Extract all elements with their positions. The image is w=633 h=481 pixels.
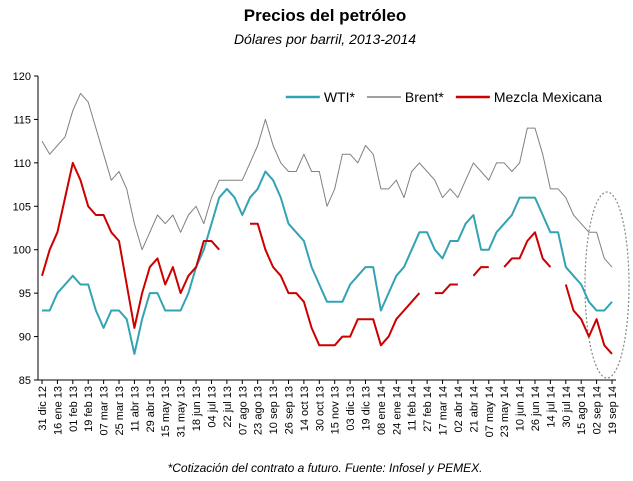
x-tick-label: 08 ene 14 xyxy=(376,386,388,435)
y-tick-label: 90 xyxy=(19,332,31,344)
x-tick-label: 14 oct 13 xyxy=(299,386,311,431)
y-tick-label: 115 xyxy=(13,114,31,126)
x-tick-label: 11 feb 14 xyxy=(407,386,419,431)
series-line xyxy=(41,161,613,355)
y-tick-label: 95 xyxy=(19,288,31,300)
x-tick-label: 07 may 14 xyxy=(484,386,496,437)
y-tick-label: 120 xyxy=(13,71,31,83)
x-tick-label: 23 ago 13 xyxy=(253,386,265,435)
x-tick-label: 24 ene 14 xyxy=(391,386,403,435)
highlight-ellipse xyxy=(584,191,630,379)
x-tick-label: 03 dic 13 xyxy=(345,386,357,431)
y-tick-label: 105 xyxy=(13,201,31,213)
x-tick-label: 30 oct 13 xyxy=(314,386,326,431)
x-tick-label: 15 nov 13 xyxy=(330,386,342,434)
x-tick-label: 01 feb 13 xyxy=(68,386,80,432)
x-tick-label: 30 jul 14 xyxy=(561,386,573,428)
x-tick-label: 07 mar 13 xyxy=(99,386,111,436)
x-tick-label: 19 dic 13 xyxy=(361,386,373,431)
x-tick-label: 31 may 13 xyxy=(176,386,188,437)
x-tick-label: 27 feb 14 xyxy=(422,386,434,432)
x-tick-label: 23 may 14 xyxy=(499,386,511,437)
y-tick-label: 85 xyxy=(19,375,31,387)
x-tick-label: 26 sep 13 xyxy=(283,386,295,434)
footnote: *Cotización del contrato a futuro. Fuent… xyxy=(168,461,483,475)
chart-title: Precios del petróleo xyxy=(244,6,407,25)
x-tick-label: 18 jun 13 xyxy=(191,386,203,431)
x-tick-label: 10 jun 14 xyxy=(515,386,527,431)
x-tick-label: 07 ago 13 xyxy=(237,386,249,435)
x-tick-label: 11 abr 13 xyxy=(129,386,141,432)
x-tick-label: 17 mar 14 xyxy=(438,386,450,436)
y-tick-label: 110 xyxy=(13,158,31,170)
x-tick-label: 29 abr 13 xyxy=(145,386,157,432)
x-tick-label: 15 may 13 xyxy=(160,386,172,437)
x-tick-label: 26 jun 14 xyxy=(530,386,542,431)
x-tick-label: 31 dic 12 xyxy=(37,386,49,431)
x-tick-label: 15 ago 14 xyxy=(576,386,588,435)
x-tick-label: 02 abr 14 xyxy=(453,386,465,432)
series-line xyxy=(42,170,613,355)
x-tick-label: 25 mar 13 xyxy=(114,386,126,436)
x-tick-label: 02 sep 14 xyxy=(592,386,604,434)
x-tick-label: 04 jul 13 xyxy=(206,386,218,428)
x-tick-label: 10 sep 13 xyxy=(268,386,280,434)
legend-label: Mezcla Mexicana xyxy=(494,89,602,105)
legend-label: Brent* xyxy=(405,89,444,105)
x-tick-label: 19 sep 14 xyxy=(607,386,619,434)
y-tick-label: 100 xyxy=(13,245,31,257)
series-line xyxy=(41,92,613,268)
x-tick-label: 22 jul 13 xyxy=(222,386,234,428)
legend-label: WTI* xyxy=(324,89,356,105)
chart-subtitle: Dólares por barril, 2013-2014 xyxy=(234,31,416,47)
x-tick-label: 21 abr 14 xyxy=(468,386,480,432)
x-tick-label: 19 feb 13 xyxy=(83,386,95,432)
x-tick-label: 14 jul 14 xyxy=(545,386,557,428)
x-tick-label: 16 ene 13 xyxy=(52,386,64,435)
